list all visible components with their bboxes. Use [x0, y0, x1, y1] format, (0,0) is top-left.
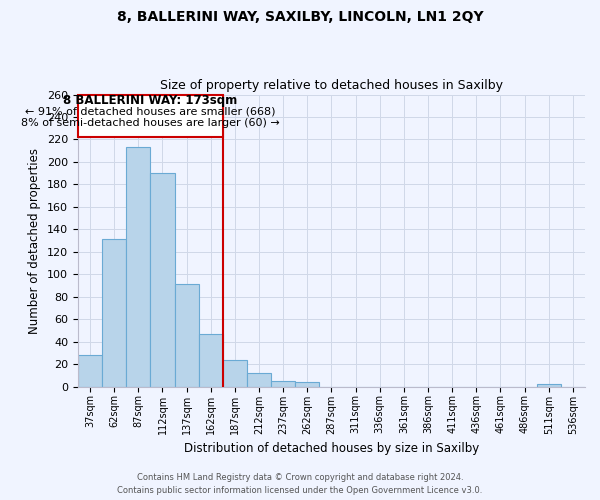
Text: 8, BALLERINI WAY, SAXILBY, LINCOLN, LN1 2QY: 8, BALLERINI WAY, SAXILBY, LINCOLN, LN1 …	[116, 10, 484, 24]
Bar	[78, 355, 102, 386]
Text: ← 91% of detached houses are smaller (668): ← 91% of detached houses are smaller (66…	[25, 106, 275, 117]
Bar	[247, 373, 271, 386]
Bar	[175, 284, 199, 386]
X-axis label: Distribution of detached houses by size in Saxilby: Distribution of detached houses by size …	[184, 442, 479, 455]
Bar	[102, 240, 126, 386]
Bar	[271, 381, 295, 386]
FancyBboxPatch shape	[78, 94, 223, 137]
Bar	[126, 148, 151, 386]
Y-axis label: Number of detached properties: Number of detached properties	[28, 148, 41, 334]
Bar	[295, 382, 319, 386]
Text: Contains HM Land Registry data © Crown copyright and database right 2024.
Contai: Contains HM Land Registry data © Crown c…	[118, 474, 482, 495]
Text: 8 BALLERINI WAY: 173sqm: 8 BALLERINI WAY: 173sqm	[63, 94, 238, 106]
Bar	[537, 384, 561, 386]
Text: 8% of semi-detached houses are larger (60) →: 8% of semi-detached houses are larger (6…	[21, 118, 280, 128]
Title: Size of property relative to detached houses in Saxilby: Size of property relative to detached ho…	[160, 79, 503, 92]
Bar	[223, 360, 247, 386]
Bar	[151, 173, 175, 386]
Bar	[199, 334, 223, 386]
